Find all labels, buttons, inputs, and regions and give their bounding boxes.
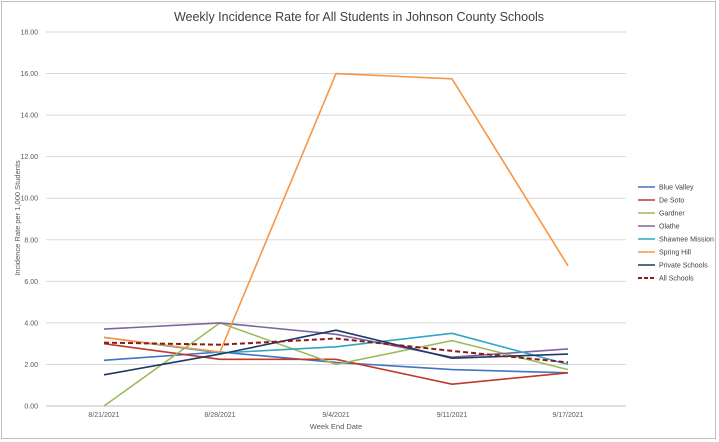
legend-entry: All Schools: [659, 276, 694, 283]
y-tick-label: 16.00: [20, 71, 38, 78]
y-tick-label: 14.00: [20, 113, 38, 120]
x-tick-label: 9/11/2021: [437, 412, 468, 419]
legend-entry: Private Schools: [659, 263, 708, 270]
x-axis-ticks: 8/21/2021 8/28/2021 9/4/2021 9/11/2021 9/17/…: [88, 412, 583, 419]
series-line-private-schools: [103, 329, 569, 376]
y-tick-label: 8.00: [24, 237, 38, 244]
x-tick-label: 8/21/2021: [88, 412, 119, 419]
y-tick-label: 0.00: [24, 404, 38, 411]
y-axis-title: Incidence Rate per 1,000 Students: [13, 160, 22, 276]
legend-entry: Spring Hill: [659, 250, 691, 257]
x-tick-label: 9/17/2021: [552, 412, 583, 419]
x-tick-label: 9/4/2021: [322, 412, 349, 419]
y-axis-ticks: 0.00 2.00 4.00 6.00 8.00 10.00 12.00 14.00 16.00…: [20, 30, 38, 411]
y-tick-label: 18.00: [20, 30, 38, 37]
legend-entry: Gardner: [659, 211, 685, 218]
y-tick-label: 4.00: [24, 320, 38, 327]
legend-entry: De Soto: [659, 198, 684, 205]
y-tick-label: 12.00: [20, 154, 38, 161]
series-line-de-soto: [103, 342, 569, 386]
x-axis-title: Week End Date: [310, 422, 362, 431]
legend-entry: Shawnee Mission: [659, 237, 714, 244]
legend-entry: Blue Valley: [659, 185, 694, 192]
chart-title: Weekly Incidence Rate for All Students i…: [174, 10, 544, 24]
series-line-spring-hill: [103, 72, 569, 353]
x-tick-label: 8/28/2021: [204, 412, 235, 419]
y-tick-label: 6.00: [24, 279, 38, 286]
legend[interactable]: Blue Valley De Soto Gardner Olathe Shawnee M…: [638, 185, 714, 283]
y-tick-label: 2.00: [24, 362, 38, 369]
series-line-gardner: [103, 322, 569, 407]
series-line-all-schools: [103, 337, 569, 364]
legend-entry: Olathe: [659, 224, 680, 231]
y-tick-label: 10.00: [20, 196, 38, 203]
series-lines: [103, 72, 569, 407]
